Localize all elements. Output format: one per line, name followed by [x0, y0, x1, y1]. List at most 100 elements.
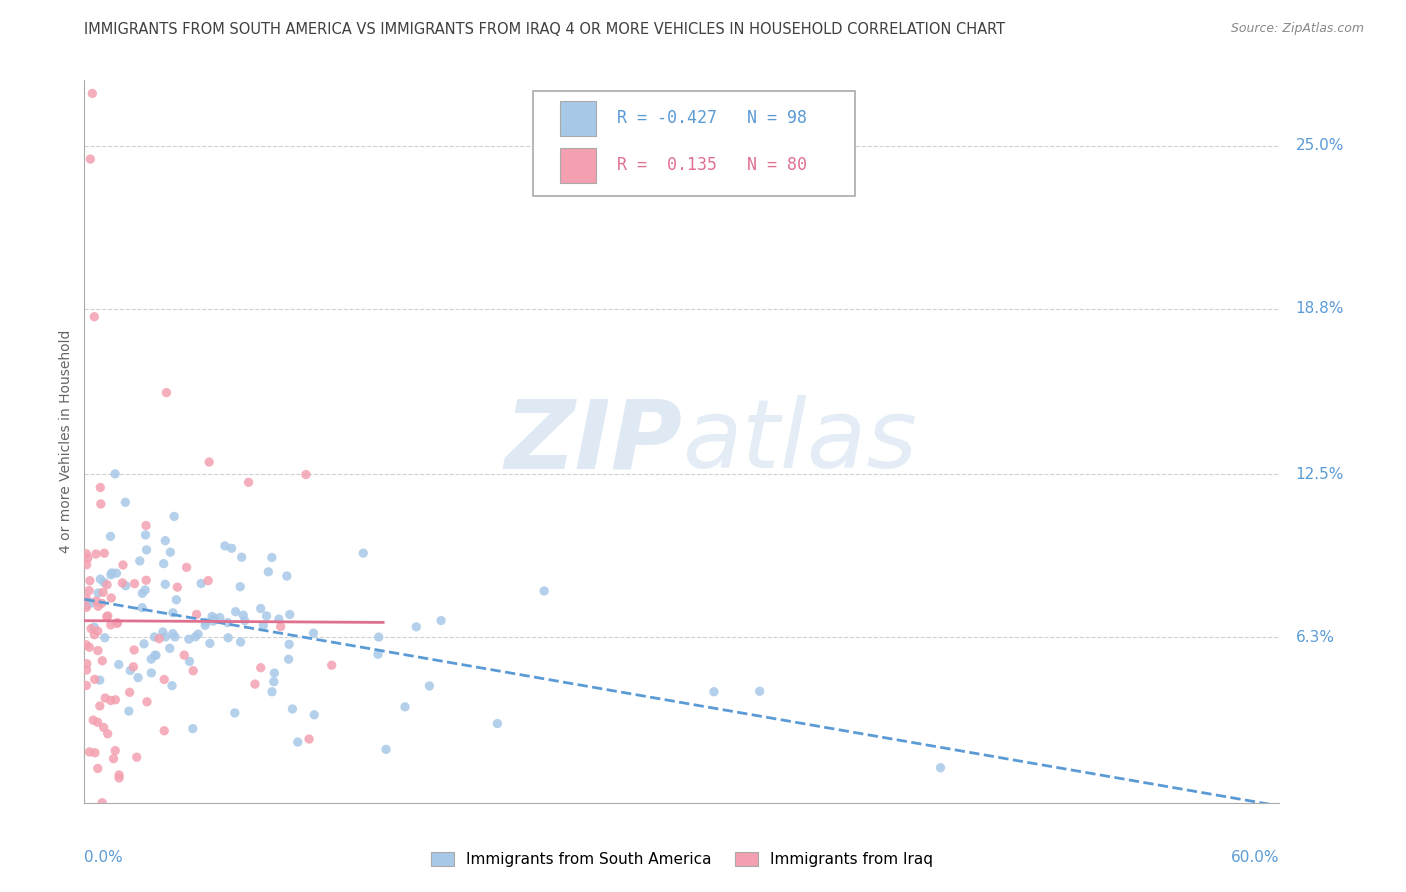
- Point: [143, 648, 166, 663]
- Point: [122, 660, 145, 674]
- Point: [94, 691, 117, 706]
- Point: [104, 693, 127, 707]
- Point: [97, 727, 120, 741]
- Point: [83, 310, 105, 324]
- Point: [153, 673, 176, 687]
- Point: [176, 560, 198, 574]
- Point: [298, 732, 321, 747]
- Point: [217, 631, 239, 645]
- Point: [375, 742, 398, 756]
- Y-axis label: 4 or more Vehicles in Household: 4 or more Vehicles in Household: [59, 330, 73, 553]
- Point: [295, 467, 318, 482]
- Point: [173, 648, 195, 662]
- Point: [93, 546, 115, 560]
- Point: [270, 619, 292, 633]
- Point: [86, 594, 108, 608]
- Point: [152, 625, 174, 640]
- Point: [159, 641, 181, 656]
- Point: [111, 558, 134, 572]
- Point: [181, 664, 204, 678]
- Point: [263, 674, 285, 689]
- Point: [103, 752, 125, 766]
- Point: [105, 615, 128, 630]
- Point: [76, 598, 98, 612]
- Point: [143, 630, 166, 644]
- Point: [93, 721, 115, 735]
- Point: [77, 583, 100, 598]
- Point: [160, 679, 183, 693]
- Point: [181, 722, 204, 736]
- Point: [159, 545, 181, 559]
- Point: [91, 654, 114, 668]
- Point: [80, 596, 103, 610]
- FancyBboxPatch shape: [533, 91, 855, 196]
- Point: [108, 768, 131, 782]
- Point: [405, 620, 427, 634]
- Point: [302, 626, 325, 640]
- Point: [89, 481, 111, 495]
- Point: [748, 684, 770, 698]
- Point: [76, 657, 98, 671]
- Point: [87, 624, 110, 638]
- Point: [135, 528, 157, 542]
- Point: [155, 630, 177, 644]
- Point: [104, 467, 127, 481]
- Point: [155, 533, 177, 548]
- Point: [430, 614, 453, 628]
- Point: [201, 609, 224, 624]
- Point: [136, 695, 159, 709]
- Point: [75, 638, 97, 652]
- Point: [80, 622, 103, 636]
- Legend: Immigrants from South America, Immigrants from Iraq: Immigrants from South America, Immigrant…: [432, 853, 932, 867]
- Point: [120, 664, 142, 678]
- Point: [111, 576, 134, 591]
- Point: [132, 637, 155, 651]
- Point: [82, 713, 104, 727]
- Point: [703, 684, 725, 698]
- Text: atlas: atlas: [682, 395, 917, 488]
- Point: [131, 600, 153, 615]
- Point: [84, 547, 107, 561]
- Point: [243, 677, 266, 691]
- Point: [107, 657, 129, 672]
- Point: [118, 704, 141, 718]
- Point: [101, 566, 124, 580]
- Point: [155, 385, 177, 400]
- Point: [229, 635, 252, 649]
- Point: [76, 551, 98, 566]
- Point: [186, 607, 208, 622]
- Point: [90, 497, 112, 511]
- Point: [238, 475, 260, 490]
- Point: [233, 614, 256, 628]
- Point: [177, 632, 200, 647]
- Point: [194, 615, 217, 630]
- Point: [89, 673, 111, 687]
- Point: [91, 796, 114, 810]
- Point: [208, 610, 231, 624]
- Point: [486, 716, 509, 731]
- Point: [135, 518, 157, 533]
- Point: [179, 655, 201, 669]
- Point: [260, 550, 283, 565]
- Point: [155, 577, 177, 591]
- Point: [277, 652, 299, 666]
- Point: [125, 750, 148, 764]
- Point: [394, 699, 416, 714]
- Point: [321, 658, 343, 673]
- Point: [194, 618, 217, 632]
- Point: [214, 539, 236, 553]
- Point: [128, 554, 150, 568]
- Point: [75, 591, 97, 606]
- Point: [232, 608, 254, 623]
- Point: [122, 643, 145, 657]
- Point: [135, 542, 157, 557]
- Point: [93, 575, 115, 590]
- Point: [231, 550, 253, 565]
- Text: Source: ZipAtlas.com: Source: ZipAtlas.com: [1230, 22, 1364, 36]
- Point: [79, 152, 101, 166]
- Point: [114, 579, 136, 593]
- Point: [249, 661, 271, 675]
- Point: [929, 761, 952, 775]
- Text: 0.0%: 0.0%: [84, 850, 124, 865]
- Point: [418, 679, 440, 693]
